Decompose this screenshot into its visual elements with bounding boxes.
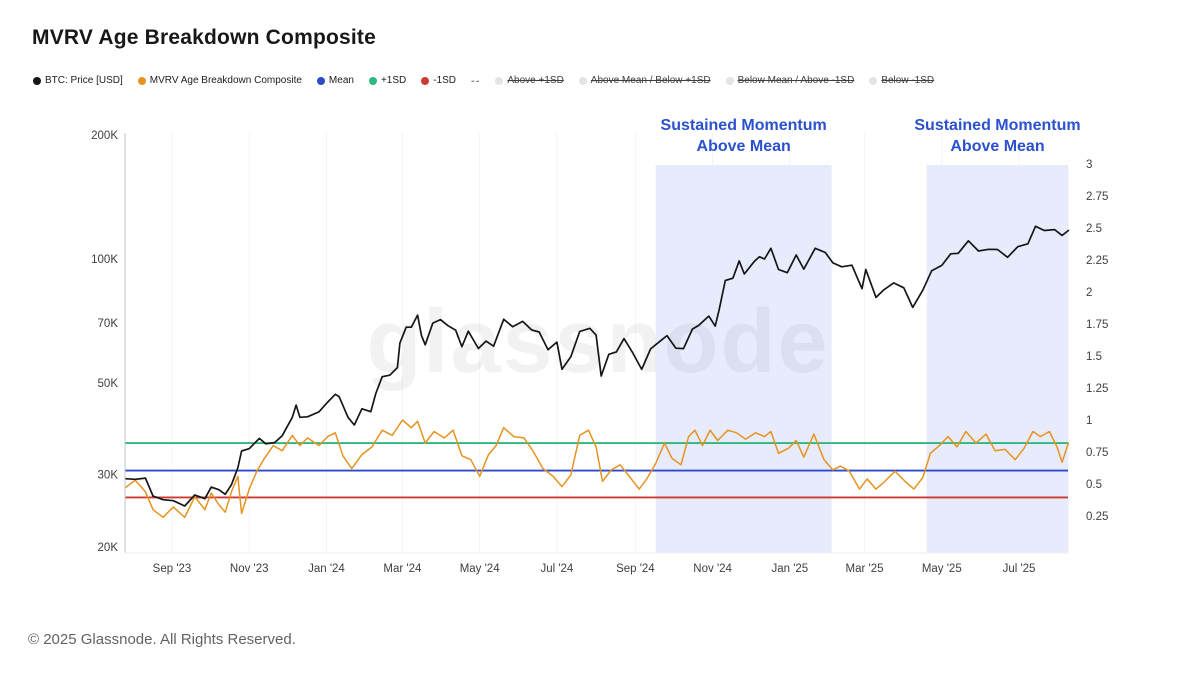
legend-dot-icon	[137, 77, 146, 85]
mvrv-composite-line	[124, 419, 1070, 519]
copyright-footer: © 2025 Glassnode. All Rights Reserved.	[28, 631, 296, 648]
y-axis-tick-label-right: 1.5	[1086, 351, 1102, 363]
y-axis-tick-label-right: 0.5	[1086, 479, 1102, 491]
x-axis-tick-label: Sep '24	[616, 563, 655, 575]
legend-label: Above +1SD	[507, 75, 564, 86]
legend-item-1sd[interactable]: +1SD	[368, 75, 407, 87]
legend-item-disabled-above-mean-below-1sd[interactable]: Above Mean / Below +1SD	[578, 75, 711, 87]
legend-label: Below Mean / Above -1SD	[737, 75, 855, 86]
y-axis-tick-label-left: 20K	[98, 542, 119, 554]
legend-label: Below -1SD	[881, 75, 935, 86]
chart-legend: BTC: Price [USD] MVRV Age Breakdown Compo…	[33, 75, 934, 87]
x-axis-tick-label: Jul '24	[540, 563, 573, 575]
btc-price-line	[124, 225, 1070, 507]
dash-legend-marker-icon: --	[471, 75, 481, 87]
y-axis-tick-label-right: 0.25	[1086, 511, 1108, 523]
legend-dot-icon	[316, 77, 325, 85]
y-axis-tick-label-right: 2.5	[1086, 223, 1102, 235]
y-axis-tick-label-right: 2.75	[1086, 191, 1108, 203]
glassnode-watermark: glassnode	[366, 292, 829, 392]
y-axis-tick-label-right: 1	[1086, 415, 1092, 427]
x-axis-tick-label: Jul '25	[1003, 563, 1036, 575]
y-axis-tick-label-right: 0.75	[1086, 447, 1108, 459]
legend-item-btc-price-usd[interactable]: BTC: Price [USD]	[33, 75, 123, 87]
legend-dot-icon	[578, 77, 587, 85]
legend-label: BTC: Price [USD]	[45, 75, 123, 86]
sustained-momentum-band	[926, 165, 1069, 553]
x-axis-tick-label: Jan '24	[308, 563, 345, 575]
y-axis-tick-label-right: 1.25	[1086, 383, 1108, 395]
legend-dot-icon	[869, 77, 878, 85]
legend-dot-icon	[33, 77, 41, 85]
legend-label: Above Mean / Below +1SD	[590, 75, 711, 86]
legend-dot-icon	[725, 77, 734, 85]
y-axis-tick-label-left: 30K	[98, 469, 119, 481]
x-axis-tick-label: Nov '23	[230, 563, 269, 575]
x-axis-tick-label: Mar '24	[383, 563, 422, 575]
legend-item-disabled-below-1sd[interactable]: Below -1SD	[869, 75, 934, 87]
y-axis-tick-label-left: 70K	[98, 318, 119, 330]
x-axis-tick-label: May '25	[922, 563, 962, 575]
legend-label: +1SD	[380, 75, 407, 86]
sustained-momentum-annotation: Sustained Momentum Above Mean	[914, 117, 1080, 155]
legend-label: Mean	[328, 75, 354, 86]
legend-item-disabled-above-1sd[interactable]: Above +1SD	[495, 75, 564, 87]
x-axis-tick-label: May '24	[460, 563, 501, 575]
y-axis-tick-label-right: 3	[1086, 159, 1092, 171]
legend-item-1sd[interactable]: -1SD	[421, 75, 456, 87]
y-axis-tick-label-right: 1.75	[1086, 319, 1108, 331]
legend-label: -1SD	[433, 75, 457, 86]
y-axis-tick-label-left: 50K	[98, 378, 119, 390]
x-axis-tick-label: Jan '25	[771, 563, 808, 575]
legend-label: MVRV Age Breakdown Composite	[149, 75, 302, 86]
x-axis-tick-label: Mar '25	[846, 563, 884, 575]
legend-dot-icon	[368, 77, 377, 85]
y-axis-tick-label-right: 2.25	[1086, 255, 1108, 267]
sustained-momentum-annotation: Sustained Momentum Above Mean	[661, 117, 827, 155]
legend-item-disabled-below-mean-above-1sd[interactable]: Below Mean / Above -1SD	[725, 75, 855, 87]
page-title: MVRV Age Breakdown Composite	[32, 26, 376, 49]
legend-item-mean[interactable]: Mean	[316, 75, 354, 87]
y-axis-tick-label-right: 2	[1086, 287, 1092, 299]
legend-dot-icon	[495, 77, 504, 85]
x-axis-tick-label: Nov '24	[693, 563, 732, 575]
sustained-momentum-band	[655, 165, 832, 553]
y-axis-tick-label-left: 200K	[91, 130, 118, 142]
x-axis-tick-label: Sep '23	[153, 563, 192, 575]
legend-dot-icon	[421, 77, 430, 85]
y-axis-tick-label-left: 100K	[91, 254, 118, 266]
legend-item-mvrv-age-breakdown-composite[interactable]: MVRV Age Breakdown Composite	[137, 75, 302, 87]
legend-item-[interactable]: --	[471, 75, 480, 87]
